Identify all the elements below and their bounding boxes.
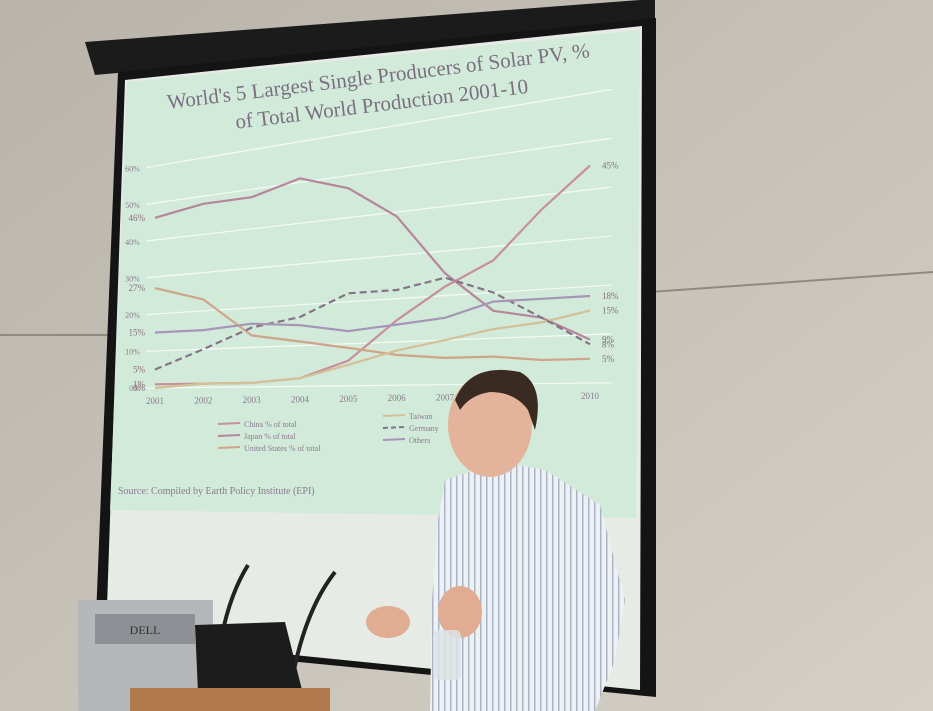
y-tick-label: 40% (125, 238, 140, 247)
legend-swatch (383, 427, 405, 428)
x-tick-label: 2006 (388, 393, 407, 403)
data-label: 5% (602, 354, 615, 364)
y-tick-label: 20% (125, 311, 140, 320)
water-bottle (433, 630, 461, 680)
legend-label: United States % of total (244, 444, 321, 453)
data-label: 8% (602, 339, 615, 349)
data-label: 15% (602, 306, 619, 316)
y-tick-label: 50% (125, 201, 140, 210)
legend-label: China % of total (244, 420, 297, 429)
legend-swatch (218, 435, 240, 436)
data-label: 5% (133, 365, 146, 375)
y-tick-label: 30% (125, 274, 140, 283)
x-tick-label: 2002 (194, 395, 212, 405)
legend-label: Others (409, 436, 430, 445)
x-tick-label: 2005 (339, 394, 358, 404)
data-label: 18% (602, 291, 619, 301)
legend-label: Germany (409, 424, 439, 433)
data-label: 0% (133, 383, 146, 393)
legend-label: Taiwan (409, 412, 432, 421)
monitor-brand: DELL (130, 623, 161, 637)
data-label: 45% (602, 161, 619, 171)
data-label: 27% (129, 283, 146, 293)
hand (366, 606, 410, 638)
legend-swatch (383, 439, 405, 440)
y-tick-label: 60% (125, 165, 140, 174)
y-tick-label: 10% (125, 348, 140, 357)
data-label: 46% (129, 213, 146, 223)
x-tick-label: 2004 (291, 394, 310, 404)
x-tick-label: 2003 (243, 395, 262, 405)
legend-label: Japan % of total (244, 432, 297, 441)
x-tick-label: 2010 (581, 391, 600, 401)
data-label: 15% (129, 328, 146, 338)
source-note: Source: Compiled by Earth Policy Institu… (118, 486, 315, 497)
desk (130, 688, 330, 711)
monitor (195, 622, 302, 692)
x-tick-label: 2001 (146, 396, 164, 406)
scene: 0% 10% 20% 30% 40% 50% 60% 2001 2002 2003 2004 2005… (0, 0, 933, 711)
legend-swatch (218, 447, 240, 448)
legend-swatch (218, 423, 240, 424)
legend-swatch (383, 415, 405, 416)
x-tick-label: 2007 (436, 393, 455, 403)
